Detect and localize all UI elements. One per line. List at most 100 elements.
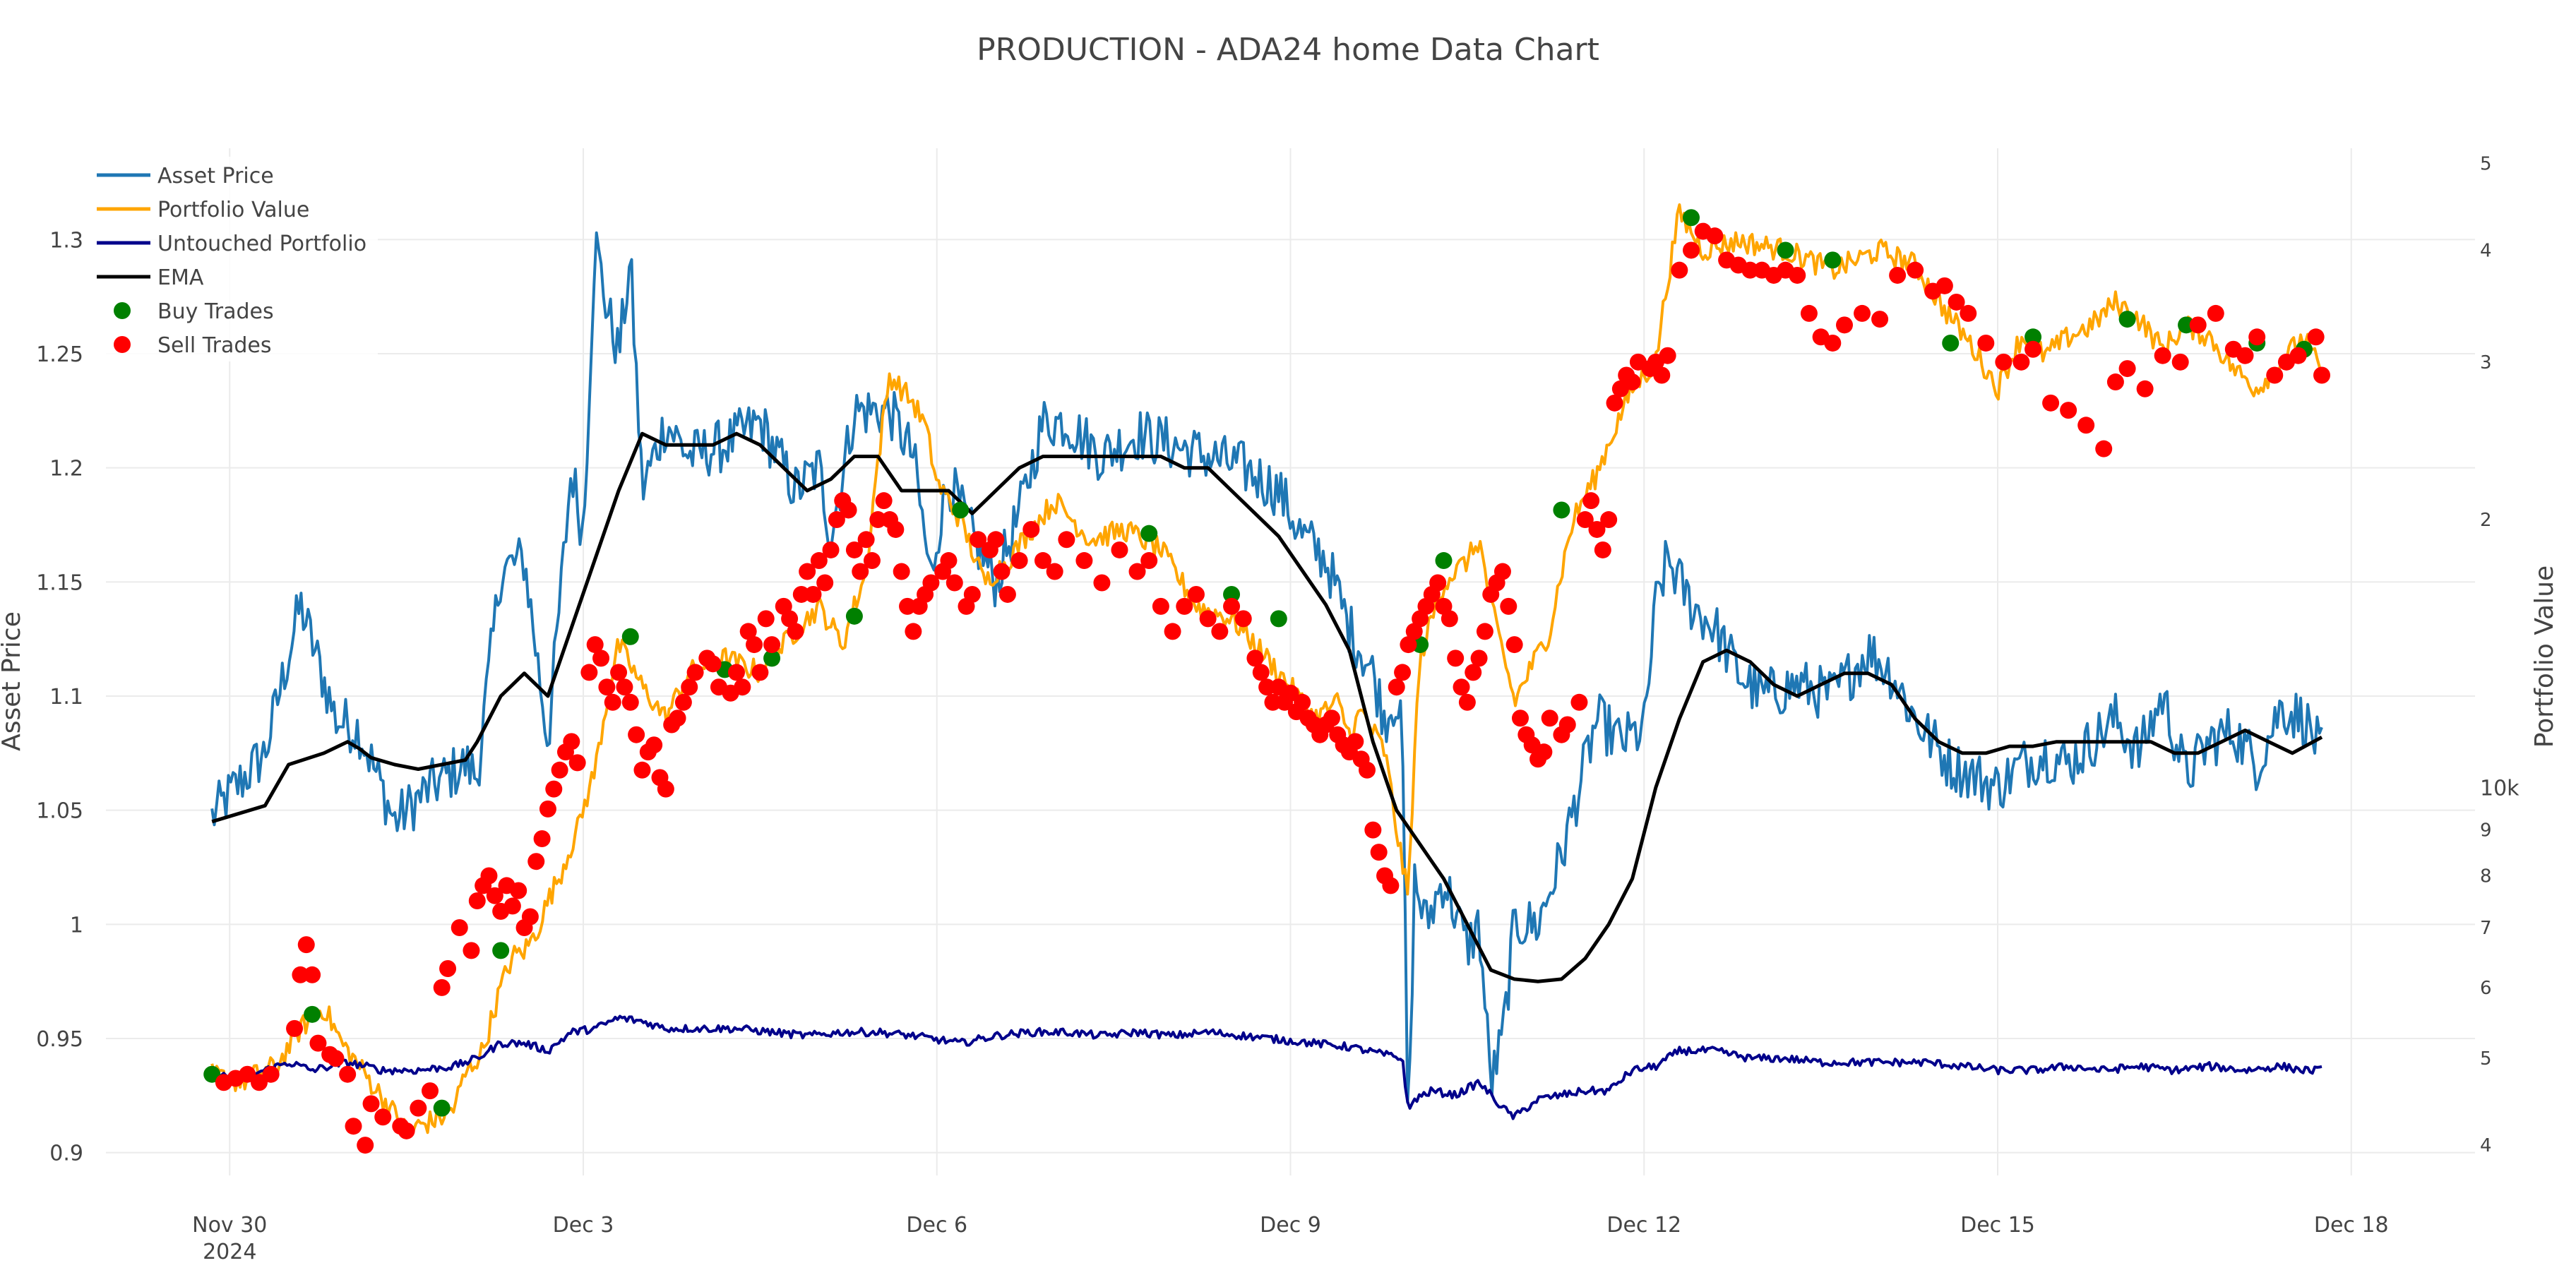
sell-trade-marker <box>1458 693 1476 711</box>
sell-trade-marker <box>1046 563 1063 580</box>
sell-trade-marker <box>1234 610 1252 628</box>
sell-trade-marker <box>1977 334 1995 352</box>
sell-trade-marker <box>787 623 804 640</box>
sell-trade-marker <box>1429 574 1447 592</box>
sell-trade-marker <box>374 1108 392 1126</box>
sell-trade-marker <box>621 693 639 711</box>
sell-trade-marker <box>852 563 869 580</box>
sell-trade-marker <box>2248 328 2266 346</box>
sell-trade-marker <box>398 1122 415 1139</box>
legend-item-ema[interactable]: EMA <box>97 265 204 290</box>
sell-trade-marker <box>1683 241 1700 259</box>
sell-trade-marker <box>598 678 616 696</box>
sell-trade-marker <box>781 610 799 628</box>
sell-trade-marker <box>568 754 586 772</box>
sell-trade-marker <box>822 541 840 558</box>
sell-trade-marker <box>1871 311 1889 328</box>
y2-tick-label: 7 <box>2480 918 2492 939</box>
sell-trade-marker <box>857 531 875 549</box>
sell-trade-marker <box>486 887 503 904</box>
sell-trade-marker <box>451 918 468 936</box>
legend-item-sell-trades[interactable]: Sell Trades <box>114 333 271 358</box>
buy-trade-marker <box>1683 209 1700 227</box>
sell-trade-marker <box>792 585 810 603</box>
sell-trade-marker <box>1623 373 1641 391</box>
legend[interactable]: Asset Price Portfolio Value Untouched Port… <box>88 157 378 361</box>
sell-trade-marker <box>1453 678 1470 696</box>
sell-trade-marker <box>239 1065 256 1083</box>
sell-trade-marker <box>616 678 633 696</box>
buy-trade-marker <box>1223 585 1241 603</box>
x-tick-label: Dec 15 <box>1960 1213 2035 1238</box>
buy-trade-marker <box>1777 241 1794 259</box>
sell-trade-marker <box>739 623 757 640</box>
sell-trade-marker <box>1382 877 1400 894</box>
x-tick-year-label: 2024 <box>203 1240 256 1263</box>
sell-trade-marker <box>2025 340 2042 358</box>
sell-trade-marker <box>1576 511 1594 529</box>
sell-trade-marker <box>1541 710 1558 727</box>
sell-trade-marker <box>2095 440 2113 457</box>
legend-background <box>88 157 378 361</box>
sell-trade-marker <box>563 733 580 750</box>
sell-trade-marker <box>533 830 551 848</box>
sell-trade-marker <box>1111 541 1128 558</box>
sell-trade-marker <box>545 780 563 798</box>
sell-trade-marker <box>1075 552 1093 570</box>
sell-trade-marker <box>1400 636 1417 654</box>
sell-trade-marker <box>751 664 769 681</box>
sell-trade-marker <box>2077 417 2095 434</box>
sell-trade-marker <box>1128 563 1146 580</box>
sell-trade-marker <box>940 552 958 570</box>
plot-area <box>203 203 2331 1154</box>
sell-trade-marker <box>1476 623 1493 640</box>
buy-trade-marker <box>763 650 781 667</box>
sell-trade-marker <box>1441 610 1458 628</box>
sell-trade-marker <box>2236 347 2254 364</box>
sell-trade-marker <box>799 563 816 580</box>
sell-trade-marker <box>2171 353 2189 371</box>
sell-trade-marker <box>1199 610 1217 628</box>
buy-trade-marker <box>203 1065 221 1083</box>
sell-trade-marker <box>1465 664 1482 681</box>
legend-swatch-marker <box>114 336 131 353</box>
sell-trade-marker <box>863 552 881 570</box>
y2-tick-label: 5 <box>2480 1048 2492 1070</box>
sell-trade-marker <box>734 678 751 696</box>
buy-trade-marker <box>492 942 510 959</box>
sell-trade-marker <box>645 736 663 754</box>
y2-axis-title: Portfolio Value <box>2530 565 2559 748</box>
sell-trade-marker <box>539 800 556 818</box>
sell-trade-marker <box>309 1034 327 1052</box>
sell-trade-marker <box>1294 693 1311 711</box>
sell-trade-marker <box>468 892 486 910</box>
sell-trade-marker <box>757 610 775 628</box>
legend-item-asset-price[interactable]: Asset Price <box>97 164 274 188</box>
legend-item-portfolio-value[interactable]: Portfolio Value <box>97 198 309 222</box>
sell-trade-marker <box>2207 304 2224 322</box>
series-line-untouched-portfolio <box>211 1014 2322 1120</box>
x-tick-label: Dec 3 <box>553 1213 614 1238</box>
y-tick-label: 0.9 <box>49 1142 83 1166</box>
sell-trade-marker <box>357 1137 374 1154</box>
legend-label: EMA <box>157 265 204 290</box>
y2-tick-label: 10k <box>2480 777 2520 801</box>
legend-item-untouched-portfolio[interactable]: Untouched Portfolio <box>97 232 366 256</box>
sell-trade-marker <box>1405 623 1423 640</box>
sell-trade-marker <box>610 664 628 681</box>
sell-trade-marker <box>998 585 1016 603</box>
sell-trade-marker <box>1659 347 1676 364</box>
sell-trade-marker <box>1470 650 1488 667</box>
sell-trade-marker <box>1800 304 1818 322</box>
sell-trade-marker <box>339 1065 357 1083</box>
sell-trade-marker <box>887 520 905 538</box>
buy-trade-marker <box>433 1099 451 1117</box>
sell-trade-marker <box>875 492 893 510</box>
buy-trade-marker <box>1942 334 1960 352</box>
sell-trade-marker <box>1010 552 1028 570</box>
legend-item-buy-trades[interactable]: Buy Trades <box>114 299 274 324</box>
y-tick-label: 1.15 <box>36 570 83 595</box>
sell-trade-marker <box>987 531 1005 549</box>
